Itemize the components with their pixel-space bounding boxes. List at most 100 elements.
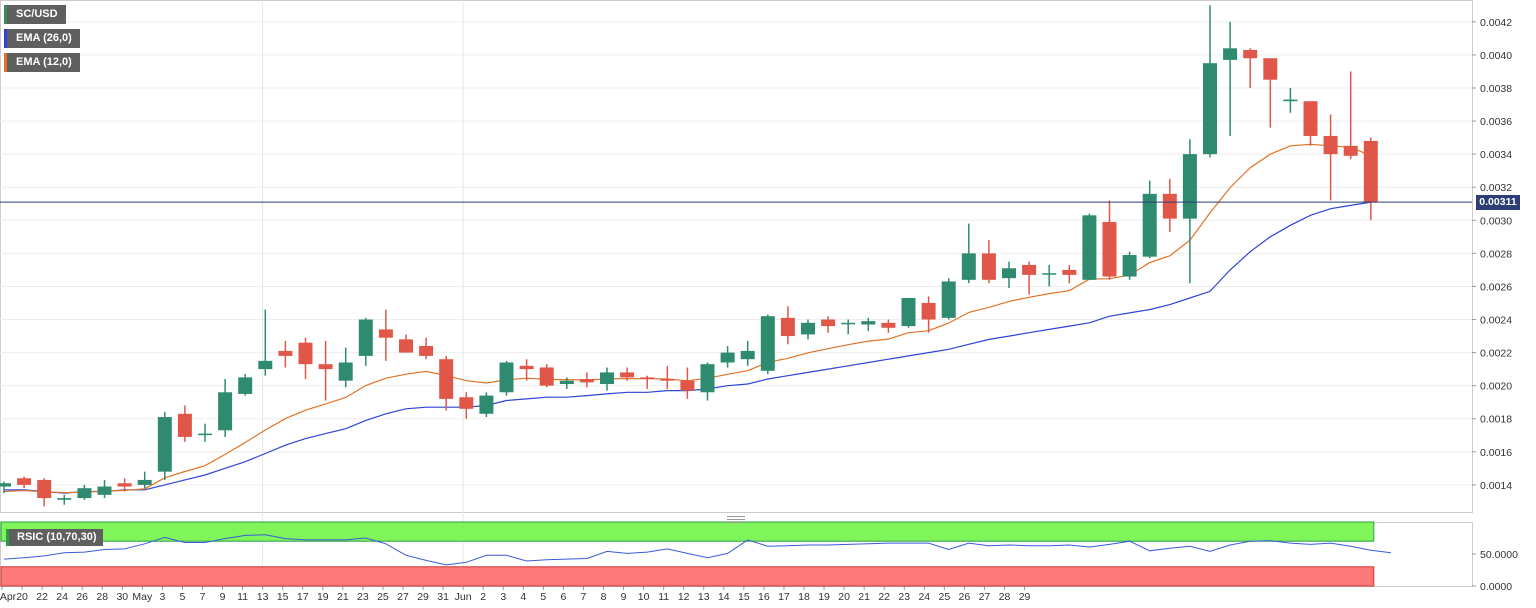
x-tick-label: 11: [237, 591, 248, 603]
x-tick-label: 12: [678, 591, 690, 603]
candle-bearish: [881, 322, 896, 328]
candle-bullish: [77, 488, 92, 499]
x-tick-label: 27: [397, 591, 409, 603]
candle-bearish: [298, 342, 313, 365]
candle-bearish: [378, 329, 393, 338]
candle-bullish: [358, 319, 373, 356]
rsi-overbought-band: [0, 521, 1375, 542]
y-tick-label: 0.0016: [1480, 447, 1512, 459]
candle-bullish: [1082, 215, 1097, 280]
x-tick-label: 19: [818, 591, 830, 603]
candle-bullish: [1203, 63, 1217, 155]
candle-bullish: [258, 360, 273, 370]
x-tick-label: 22: [878, 591, 890, 603]
candle-bearish: [459, 397, 474, 409]
x-tick-label: 20: [838, 591, 850, 603]
legend-symbol[interactable]: SC/USD: [4, 5, 66, 24]
x-tick-label: 23: [357, 591, 369, 603]
candle-bearish: [37, 479, 52, 499]
candle-bullish: [1142, 193, 1157, 257]
x-tick-label: 10: [638, 591, 650, 603]
x-tick-label: 28: [999, 591, 1011, 603]
x-tick-label: 3: [500, 591, 506, 603]
candle-bullish: [338, 362, 353, 381]
price-pane-frame: [0, 0, 1473, 513]
x-tick-label: 6: [560, 591, 566, 603]
x-tick-label: 15: [277, 591, 289, 603]
x-tick-label: 21: [858, 591, 870, 603]
x-tick-label: 26: [959, 591, 971, 603]
candle-bullish: [861, 321, 876, 325]
candle-bullish: [499, 362, 514, 393]
legend-ema-26[interactable]: EMA (26,0): [4, 29, 80, 48]
rsi-y-tick-label: 50.0000: [1480, 549, 1518, 561]
x-tick-label: May: [132, 591, 153, 603]
candle-bearish: [821, 319, 836, 327]
legend-ema-12[interactable]: EMA (12,0): [4, 53, 80, 72]
candle-bearish: [117, 483, 132, 487]
candle-bearish: [680, 380, 695, 391]
last-price-tag: 0.00311: [1476, 195, 1520, 210]
candle-bearish: [1343, 145, 1358, 156]
candle-bearish: [539, 367, 554, 386]
x-tick-label: 8: [601, 591, 607, 603]
candle-bearish: [318, 364, 333, 370]
candle-bearish: [1062, 269, 1077, 275]
candle-bullish: [157, 417, 172, 472]
y-tick-label: 0.0014: [1480, 480, 1512, 492]
candle-bearish: [620, 372, 635, 378]
y-tick-label: 0.0022: [1480, 348, 1512, 360]
candle-bullish: [1042, 273, 1057, 275]
pane-resize-handle[interactable]: [727, 516, 745, 523]
candle-bearish: [780, 317, 795, 337]
candle-bullish: [600, 372, 614, 385]
candle-bullish: [740, 350, 755, 360]
rsi-label[interactable]: RSIC (10,70,30): [6, 529, 104, 546]
candle-bearish: [921, 302, 936, 320]
candle-bearish: [579, 379, 594, 383]
x-tick-label: 31: [437, 591, 449, 603]
y-tick-label: 0.0036: [1480, 116, 1512, 128]
x-tick-label: 28: [96, 591, 108, 603]
x-tick-label: 23: [898, 591, 910, 603]
rsi-y-tick-label: 0.0000: [1480, 581, 1512, 593]
candle-bullish: [1122, 255, 1137, 277]
x-tick-label: Jun: [455, 591, 472, 603]
y-tick-label: 0.0024: [1480, 315, 1512, 327]
y-tick-label: 0.0028: [1480, 248, 1512, 260]
candle-bullish: [1002, 268, 1016, 279]
y-tick-label: 0.0032: [1480, 182, 1512, 194]
candle-bullish: [941, 281, 956, 318]
candle-bearish: [278, 350, 293, 356]
y-tick-label: 0.0042: [1480, 17, 1512, 29]
candle-bearish: [1323, 135, 1338, 155]
x-tick-label: 14: [718, 591, 730, 603]
candle-bullish: [198, 433, 212, 436]
candle-bullish: [700, 364, 715, 393]
x-tick-label: 17: [778, 591, 790, 603]
y-tick-label: 0.0040: [1480, 50, 1512, 62]
x-tick-label: 2: [480, 591, 486, 603]
candle-bearish: [419, 345, 434, 356]
x-tick-label: 19: [317, 591, 329, 603]
candle-bearish: [1263, 58, 1278, 80]
candle-bearish: [519, 365, 534, 370]
candle-bullish: [57, 498, 72, 500]
y-tick-label: 0.0018: [1480, 414, 1512, 426]
candle-bearish: [640, 377, 655, 380]
x-tick-label: 30: [116, 591, 128, 603]
y-tick-label: 0.0038: [1480, 83, 1512, 95]
candle-bullish: [218, 392, 233, 431]
candle-bearish: [1162, 193, 1177, 219]
candle-bullish: [238, 377, 253, 394]
candle-bullish: [720, 352, 735, 363]
candle-bearish: [1102, 221, 1117, 277]
x-tick-label: 9: [220, 591, 226, 603]
x-tick-label: 21: [337, 591, 349, 603]
candle-bearish: [981, 253, 996, 280]
candle-bearish: [1363, 140, 1378, 203]
candle-bullish: [841, 322, 856, 325]
candle-bearish: [1022, 264, 1037, 275]
